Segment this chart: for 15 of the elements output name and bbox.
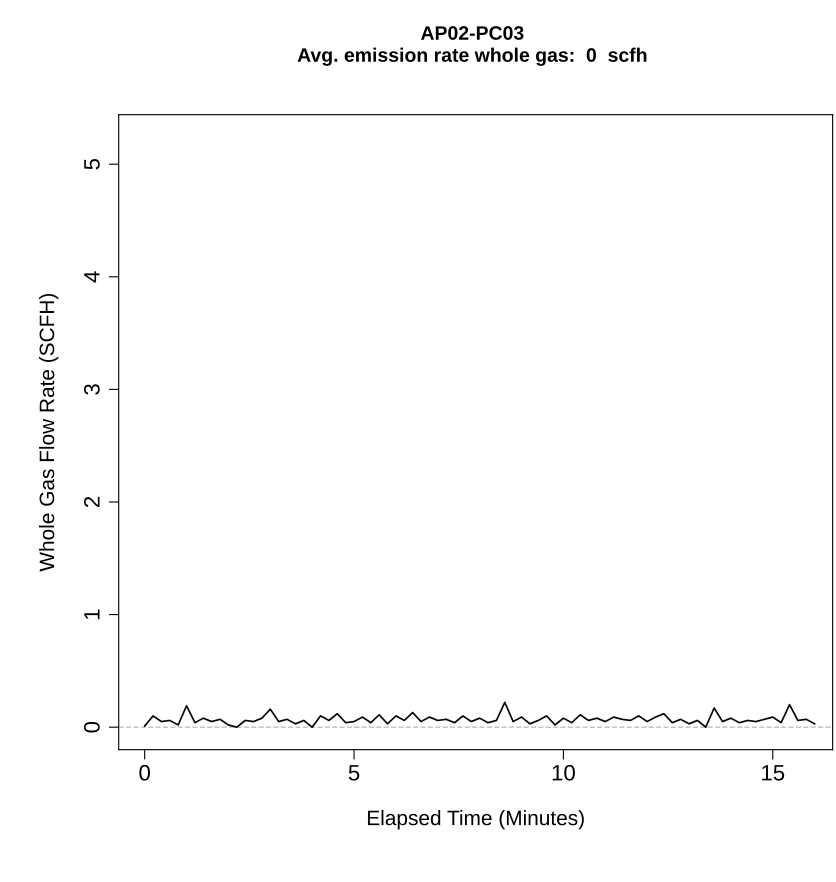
x-axis-title: Elapsed Time (Minutes) xyxy=(368,810,584,830)
y-tick-label: 3 xyxy=(84,384,100,395)
chart-title: AP02-PC03 xyxy=(420,26,524,40)
chart-subtitle: Avg. emission rate whole gas: 0 scfh xyxy=(298,48,646,66)
y-axis-title: Whole Gas Flow Rate (SCFH) xyxy=(38,294,58,572)
x-tick-label: 0 xyxy=(139,764,150,781)
y-tick-label: 4 xyxy=(84,271,100,282)
x-tick-label: 5 xyxy=(348,765,360,781)
line-series xyxy=(144,702,816,728)
x-tick-label: 10 xyxy=(552,764,575,781)
y-tick-label: 2 xyxy=(84,496,100,508)
y-tick-label: 1 xyxy=(84,609,100,620)
y-tick-label: 5 xyxy=(84,158,100,170)
y-tick-label: 0 xyxy=(84,722,100,732)
x-tick-label: 15 xyxy=(762,765,784,781)
